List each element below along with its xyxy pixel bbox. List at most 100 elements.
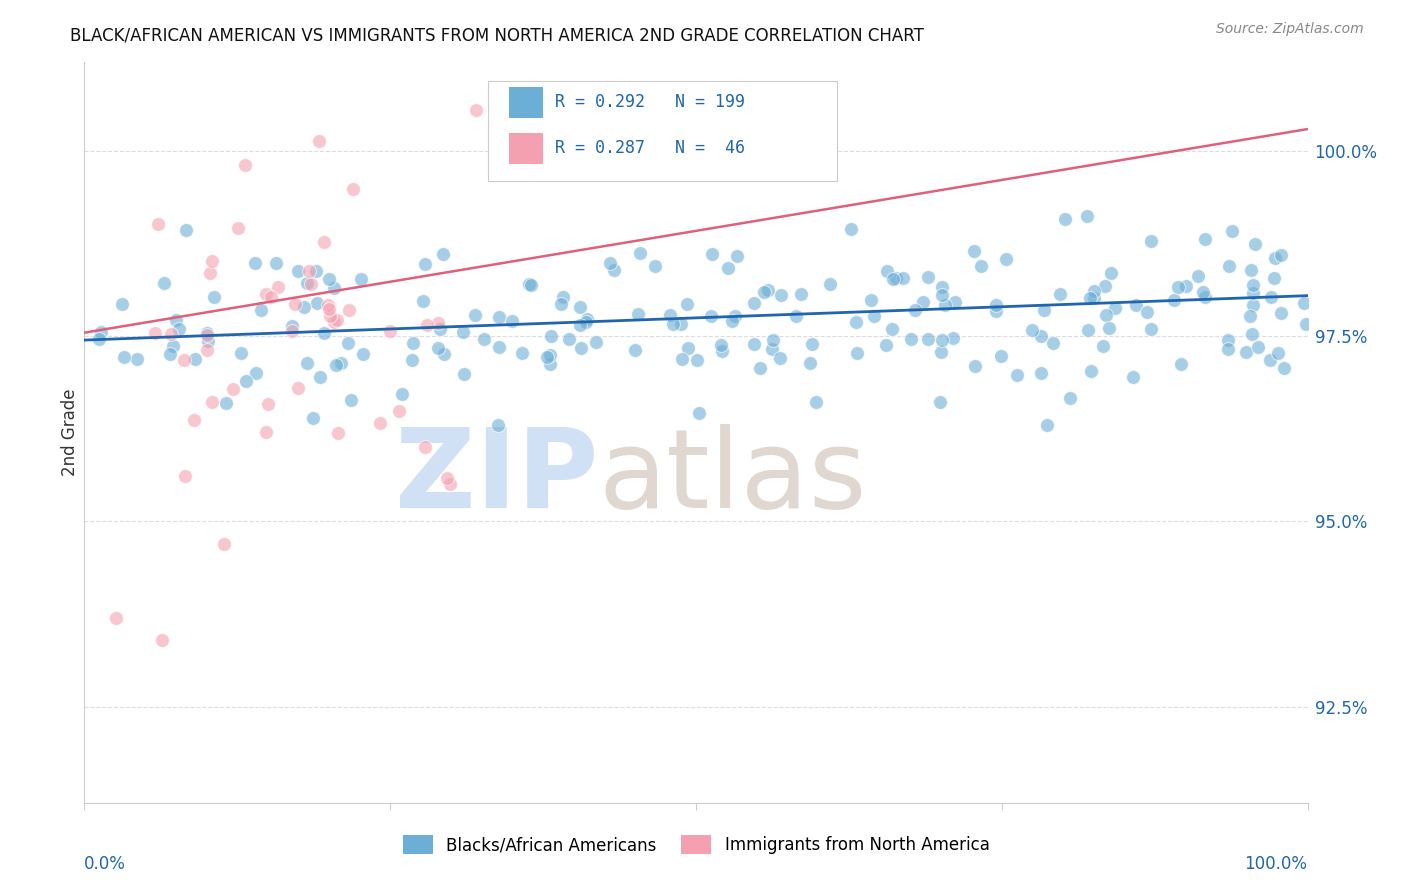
Point [846,346,869,360]
Point [1234,345,1257,359]
Point [943,295,966,310]
Point [676,296,699,310]
Point [160,326,183,341]
Point [769,351,792,366]
Point [1021,322,1043,336]
Point [1049,286,1071,301]
Point [451,325,474,339]
Point [426,342,449,356]
Point [368,416,391,430]
Point [299,277,322,292]
Point [1270,248,1292,262]
Point [882,271,904,285]
Text: ZIP: ZIP [395,424,598,531]
Point [984,298,1007,312]
Point [585,335,607,350]
Point [931,333,953,347]
Point [880,322,903,336]
Point [183,413,205,427]
Point [1095,308,1118,322]
Point [785,309,807,323]
Point [1263,271,1285,285]
Point [429,322,451,336]
Point [323,315,346,329]
Point [917,269,939,284]
Point [162,339,184,353]
Point [436,471,458,485]
Point [1033,302,1056,317]
Point [433,347,456,361]
Point [391,386,413,401]
Point [628,246,651,260]
Point [659,308,682,322]
Point [995,252,1018,266]
Point [676,341,699,355]
Point [551,290,574,304]
Point [710,337,733,351]
Point [627,307,650,321]
Point [1270,305,1292,319]
Point [1260,291,1282,305]
Point [165,313,187,327]
Point [342,182,364,196]
Point [1194,232,1216,246]
Point [510,345,533,359]
Point [352,347,374,361]
Point [576,311,599,326]
Point [1092,339,1115,353]
Point [1140,322,1163,336]
Point [761,342,783,356]
Point [287,264,309,278]
Point [1294,295,1316,310]
Point [260,289,283,303]
Point [150,632,173,647]
Point [415,257,437,271]
Point [195,328,218,343]
Point [662,318,685,332]
Point [540,329,562,343]
Point [340,392,363,407]
Point [891,271,914,285]
Point [280,319,302,334]
Point [790,286,813,301]
Point [200,254,222,268]
Point [319,309,342,323]
Point [388,404,411,418]
Bar [509,87,543,118]
Point [159,346,181,360]
Text: 100.0%: 100.0% [1244,855,1308,872]
Point [603,262,626,277]
Point [623,343,645,357]
Point [1077,323,1099,337]
Point [1243,237,1265,252]
Point [568,318,591,333]
Point [965,359,987,373]
Point [686,353,709,368]
Point [1218,259,1240,273]
Point [875,337,897,351]
Point [432,246,454,260]
Point [228,221,250,235]
Point [1272,360,1295,375]
Point [1194,290,1216,304]
Point [1076,210,1098,224]
Point [326,313,349,327]
Point [1239,309,1261,323]
Point [900,332,922,346]
Point [318,301,340,316]
Point [312,326,335,340]
Point [308,134,330,148]
Point [1295,317,1317,331]
Point [520,278,543,293]
Point [984,303,1007,318]
Point [1083,284,1105,298]
Point [1241,298,1264,312]
Point [884,270,907,285]
Point [540,357,562,371]
Point [295,356,318,370]
Point [799,355,821,369]
Point [326,425,349,440]
Point [202,290,225,304]
Point [671,351,693,366]
Point [742,336,765,351]
